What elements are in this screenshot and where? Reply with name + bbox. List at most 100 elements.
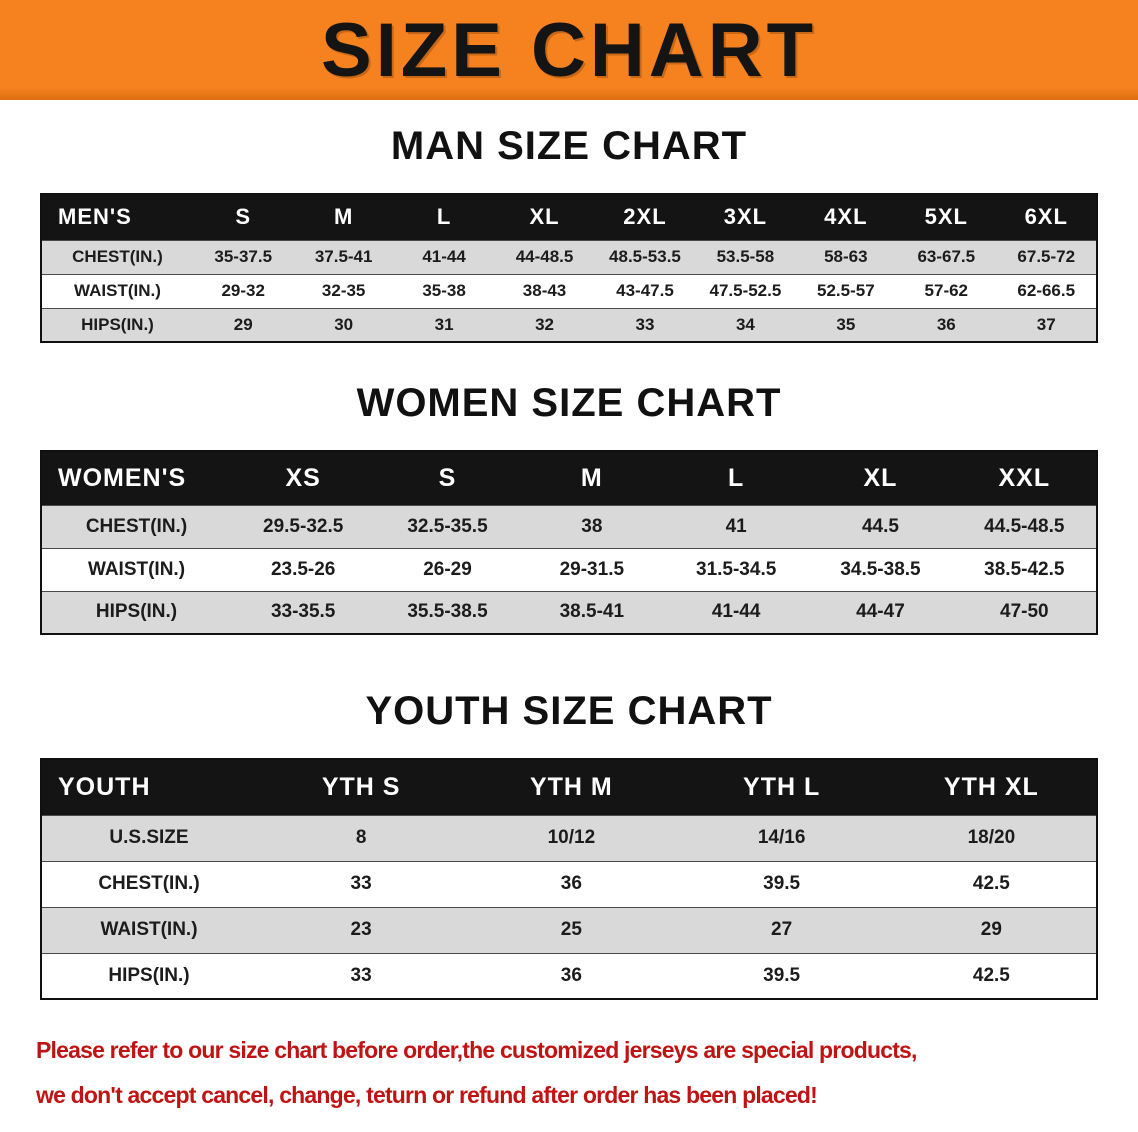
size-value-cell: 67.5-72 xyxy=(1017,247,1076,266)
notice-line-2: we don't accept cancel, change, teturn o… xyxy=(36,1082,818,1108)
measurement-label: U.S.SIZE xyxy=(109,827,189,848)
womens-section: WOMEN SIZE CHART WOMEN'S XS S M L XL XXL CHEST(… xyxy=(0,381,1138,635)
size-value-cell: 47.5-52.5 xyxy=(709,281,782,300)
size-value-cell: 47-50 xyxy=(1000,601,1049,623)
size-value-cell: 44-48.5 xyxy=(515,247,574,266)
measurement-label: WAIST(IN.) xyxy=(87,558,186,580)
page-title: SIZE CHART xyxy=(321,7,817,93)
size-column-header: YTH M xyxy=(466,759,677,815)
measurement-label: CHEST(IN.) xyxy=(85,515,188,537)
size-value-cell: 57-62 xyxy=(924,281,969,300)
table-row: CHEST(IN.) 35-37.5 37.5-41 41-44 44-48.5 48.5… xyxy=(41,240,1097,274)
banner: SIZE CHART xyxy=(0,0,1138,100)
size-value-cell: 23.5-26 xyxy=(270,558,336,580)
size-value-cell: 36 xyxy=(560,873,582,894)
size-value-cell: 36 xyxy=(936,314,956,334)
measurement-label: CHEST(IN.) xyxy=(72,247,163,266)
size-value-cell: 32.5-35.5 xyxy=(407,515,488,537)
table-row: WAIST(IN.) 29-32 32-35 35-38 38-43 43-47.5 47.… xyxy=(41,274,1097,308)
size-column-header: XL xyxy=(494,194,595,240)
size-value-cell: 14/16 xyxy=(757,827,806,848)
size-value-cell: 35 xyxy=(836,314,856,334)
mens-size-table: MEN'S S M L XL 2XL 3XL 4XL 5XL 6XL CHEST(IN.) 35-37… xyxy=(40,193,1098,343)
size-value-cell: 42.5 xyxy=(972,964,1010,986)
table-row: HIPS(IN.) 33-35.5 35.5-38.5 38.5-41 41-44 44-… xyxy=(41,591,1097,634)
size-value-cell: 38 xyxy=(581,515,603,537)
table-row: HIPS(IN.) 33 36 39.5 42.5 xyxy=(41,953,1097,999)
size-value-cell: 27 xyxy=(771,919,793,940)
size-value-cell: 29 xyxy=(980,919,1002,940)
size-value-cell: 29-32 xyxy=(221,281,265,300)
size-column-header: L xyxy=(663,451,809,505)
size-column-header: L xyxy=(393,194,495,240)
size-value-cell: 38-43 xyxy=(522,281,567,300)
size-value-cell: 30 xyxy=(334,314,354,334)
size-value-cell: 35-37.5 xyxy=(214,247,273,266)
size-column-header: 3XL xyxy=(695,194,796,240)
size-value-cell: 62-66.5 xyxy=(1017,281,1076,300)
size-value-cell: 52.5-57 xyxy=(817,281,875,300)
mens-section-heading: MAN SIZE CHART xyxy=(390,124,748,168)
size-value-cell: 18/20 xyxy=(967,827,1016,848)
size-value-cell: 44-47 xyxy=(856,601,905,623)
size-value-cell: 31.5-34.5 xyxy=(696,558,777,580)
size-value-cell: 34 xyxy=(735,314,755,334)
womens-size-table: WOMEN'S XS S M L XL XXL CHEST(IN.) 29.5-32.5 32.5… xyxy=(40,450,1098,635)
size-column-header: S xyxy=(375,451,520,505)
notice-line-1: Please refer to our size chart before or… xyxy=(36,1037,917,1063)
size-column-header: YTH XL xyxy=(886,759,1097,815)
size-value-cell: 34.5-38.5 xyxy=(840,558,921,580)
size-column-header: XS xyxy=(231,451,376,505)
size-value-cell: 8 xyxy=(355,827,367,848)
size-value-cell: 41-44 xyxy=(711,601,761,623)
table-row: HIPS(IN.) 29 30 31 32 33 34 35 36 37 xyxy=(41,308,1097,342)
size-value-cell: 33 xyxy=(635,314,655,334)
size-value-cell: 25 xyxy=(560,919,582,940)
size-value-cell: 44.5 xyxy=(861,515,899,537)
size-value-cell: 37 xyxy=(1036,314,1056,334)
size-value-cell: 29.5-32.5 xyxy=(263,515,344,537)
table-header-label: YOUTH xyxy=(41,759,256,815)
youth-section: YOUTH SIZE CHART YOUTH YTH S YTH M YTH L YTH… xyxy=(0,689,1138,1000)
size-column-header: S xyxy=(193,194,294,240)
size-column-header: YTH L xyxy=(676,759,887,815)
size-column-header: 4XL xyxy=(795,194,897,240)
size-value-cell: 35.5-38.5 xyxy=(407,601,488,623)
size-column-header: 6XL xyxy=(996,194,1097,240)
table-header-label: WOMEN'S xyxy=(41,451,231,505)
size-value-cell: 33 xyxy=(350,964,372,986)
size-value-cell: 44.5-48.5 xyxy=(984,515,1065,537)
measurement-label: WAIST(IN.) xyxy=(74,281,161,300)
size-value-cell: 32-35 xyxy=(321,281,366,300)
size-value-cell: 33-35.5 xyxy=(270,601,336,623)
size-value-cell: 43-47.5 xyxy=(616,281,674,300)
size-value-cell: 33 xyxy=(350,873,372,894)
size-column-header: YTH S xyxy=(256,759,467,815)
size-column-header: XXL xyxy=(952,451,1097,505)
table-row: U.S.SIZE 8 10/12 14/16 18/20 xyxy=(41,815,1097,861)
size-value-cell: 41-44 xyxy=(422,247,466,266)
measurement-label: HIPS(IN.) xyxy=(95,601,178,623)
size-value-cell: 32 xyxy=(535,314,554,334)
size-column-header: XL xyxy=(808,451,953,505)
table-header-label: MEN'S xyxy=(41,194,193,240)
table-row: WAIST(IN.) 23.5-26 26-29 29-31.5 31.5-34.5 34… xyxy=(41,548,1097,591)
size-value-cell: 38.5-41 xyxy=(559,601,625,623)
womens-section-heading: WOMEN SIZE CHART xyxy=(356,381,782,425)
size-value-cell: 39.5 xyxy=(763,873,801,894)
size-value-cell: 29-31.5 xyxy=(559,558,625,580)
table-row: WAIST(IN.) 23 25 27 29 xyxy=(41,907,1097,953)
mens-section: MAN SIZE CHART MEN'S S M L XL 2XL 3XL 4XL 5XL 6XL… xyxy=(0,124,1138,343)
size-value-cell: 39.5 xyxy=(763,964,801,986)
measurement-label: HIPS(IN.) xyxy=(81,314,154,334)
size-value-cell: 29 xyxy=(233,314,253,334)
size-value-cell: 26-29 xyxy=(423,558,472,580)
measurement-label: WAIST(IN.) xyxy=(100,919,198,940)
table-row: CHEST(IN.) 33 36 39.5 42.5 xyxy=(41,861,1097,907)
size-value-cell: 35-38 xyxy=(422,281,466,300)
size-value-cell: 36 xyxy=(560,964,582,986)
youth-size-table: YOUTH YTH S YTH M YTH L YTH XL U.S.SIZE 8 10/12… xyxy=(40,758,1098,1000)
measurement-label: HIPS(IN.) xyxy=(108,964,190,986)
size-value-cell: 53.5-58 xyxy=(716,247,775,266)
